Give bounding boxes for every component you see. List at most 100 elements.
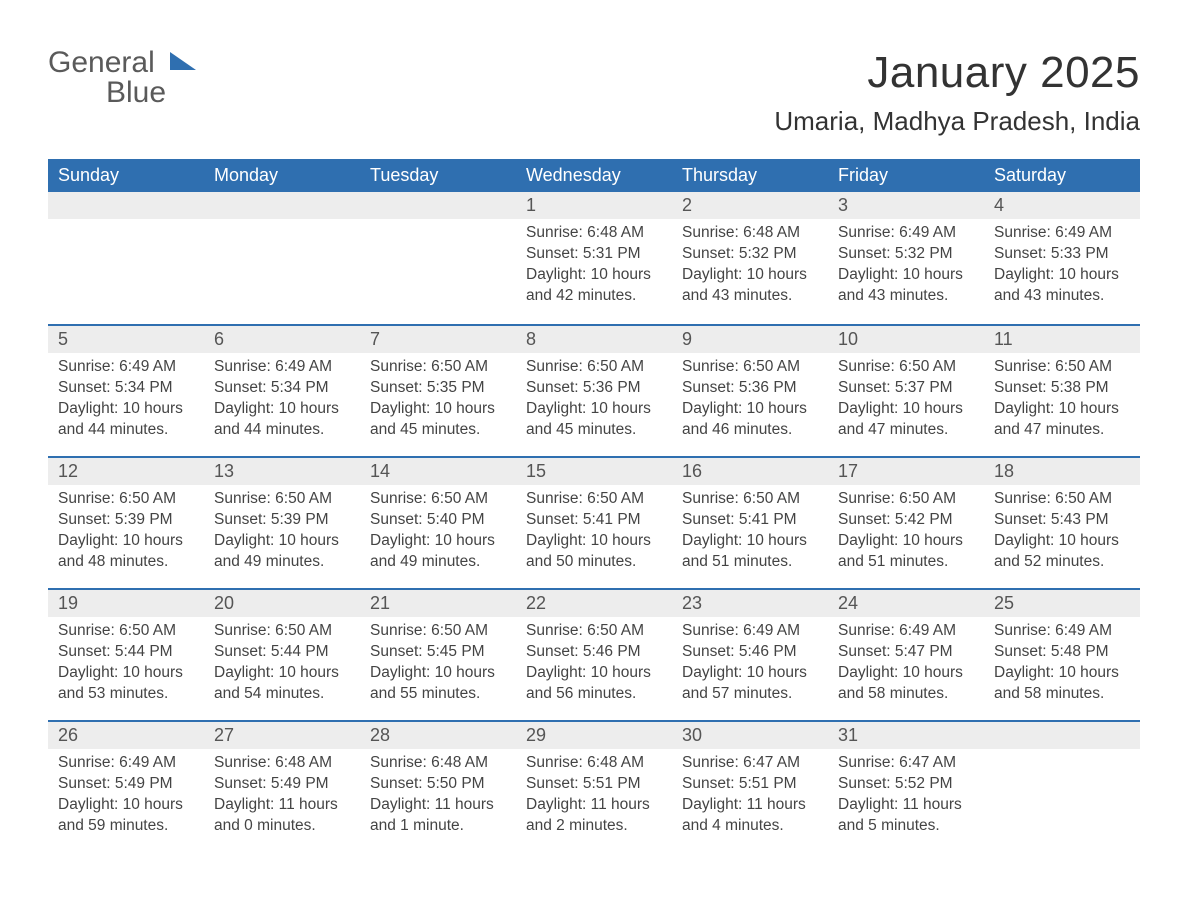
daylight-line: Daylight: 11 hours and 2 minutes. [526,795,662,837]
calendar-cell: 13Sunrise: 6:50 AMSunset: 5:39 PMDayligh… [204,456,360,588]
day-number: 11 [984,324,1140,353]
day-number: 4 [984,192,1140,219]
sunrise-line: Sunrise: 6:50 AM [214,489,350,510]
sunrise-line: Sunrise: 6:49 AM [994,223,1130,244]
calendar-cell [984,720,1140,852]
calendar-cell: 26Sunrise: 6:49 AMSunset: 5:49 PMDayligh… [48,720,204,852]
calendar-cell: 3Sunrise: 6:49 AMSunset: 5:32 PMDaylight… [828,192,984,324]
sunset-line: Sunset: 5:52 PM [838,774,974,795]
daylight-line: Daylight: 11 hours and 4 minutes. [682,795,818,837]
daylight-line: Daylight: 10 hours and 54 minutes. [214,663,350,705]
daylight-line: Daylight: 10 hours and 43 minutes. [682,265,818,307]
day-number: 1 [516,192,672,219]
sunset-line: Sunset: 5:40 PM [370,510,506,531]
calendar-cell: 19Sunrise: 6:50 AMSunset: 5:44 PMDayligh… [48,588,204,720]
sunrise-line: Sunrise: 6:50 AM [526,357,662,378]
day-number: 27 [204,720,360,749]
weekday-header-row: SundayMondayTuesdayWednesdayThursdayFrid… [48,159,1140,192]
day-number: 14 [360,456,516,485]
sunrise-line: Sunrise: 6:48 AM [682,223,818,244]
daynum-bar-empty [360,192,516,219]
day-number: 6 [204,324,360,353]
calendar-cell [204,192,360,324]
sunset-line: Sunset: 5:36 PM [682,378,818,399]
weekday-header: Wednesday [516,159,672,192]
weekday-header: Thursday [672,159,828,192]
sunset-line: Sunset: 5:42 PM [838,510,974,531]
day-details: Sunrise: 6:49 AMSunset: 5:47 PMDaylight:… [828,617,984,715]
sunrise-line: Sunrise: 6:50 AM [214,621,350,642]
sunset-line: Sunset: 5:32 PM [682,244,818,265]
day-details: Sunrise: 6:50 AMSunset: 5:44 PMDaylight:… [48,617,204,715]
calendar-cell: 29Sunrise: 6:48 AMSunset: 5:51 PMDayligh… [516,720,672,852]
calendar-cell: 30Sunrise: 6:47 AMSunset: 5:51 PMDayligh… [672,720,828,852]
sunset-line: Sunset: 5:48 PM [994,642,1130,663]
calendar-table: SundayMondayTuesdayWednesdayThursdayFrid… [48,159,1140,852]
sunrise-line: Sunrise: 6:49 AM [58,753,194,774]
sunrise-line: Sunrise: 6:50 AM [682,489,818,510]
day-number: 20 [204,588,360,617]
day-details: Sunrise: 6:50 AMSunset: 5:36 PMDaylight:… [516,353,672,451]
sunrise-line: Sunrise: 6:50 AM [994,489,1130,510]
brand-blue: Blue [106,76,166,109]
day-details: Sunrise: 6:50 AMSunset: 5:41 PMDaylight:… [516,485,672,583]
day-number: 26 [48,720,204,749]
day-details: Sunrise: 6:49 AMSunset: 5:34 PMDaylight:… [48,353,204,451]
day-details: Sunrise: 6:50 AMSunset: 5:36 PMDaylight:… [672,353,828,451]
weekday-header: Tuesday [360,159,516,192]
calendar-row: 26 Sunrise: 6:49 AMSunset: 5:49 PM Dayligh… [48,720,1140,852]
day-number: 30 [672,720,828,749]
day-number: 17 [828,456,984,485]
daylight-line: Daylight: 10 hours and 46 minutes. [682,399,818,441]
sunset-line: Sunset: 5:37 PM [838,378,974,399]
sunrise-line: Sunrise: 6:50 AM [682,357,818,378]
sunrise-line: Sunrise: 6:47 AM [838,753,974,774]
daylight-line: Daylight: 10 hours and 55 minutes. [370,663,506,705]
daylight-line: Daylight: 10 hours and 49 minutes. [214,531,350,573]
daylight-line: Daylight: 10 hours and 44 minutes. [58,399,194,441]
calendar-cell: 5Sunrise: 6:49 AMSunset: 5:34 PMDaylight… [48,324,204,456]
day-details: Sunrise: 6:50 AMSunset: 5:45 PMDaylight:… [360,617,516,715]
sunset-line: Sunset: 5:36 PM [526,378,662,399]
sunrise-line: Sunrise: 6:50 AM [994,357,1130,378]
day-details: Sunrise: 6:48 AMSunset: 5:49 PMDaylight:… [204,749,360,847]
day-details: Sunrise: 6:49 AMSunset: 5:46 PMDaylight:… [672,617,828,715]
header: General Blue January 2025 Umaria, Madhya… [48,48,1140,153]
daylight-line: Daylight: 10 hours and 49 minutes. [370,531,506,573]
day-details: Sunrise: 6:50 AMSunset: 5:39 PMDaylight:… [204,485,360,583]
daylight-line: Daylight: 10 hours and 44 minutes. [214,399,350,441]
calendar-row: 12Sunrise: 6:50 AMSunset: 5:39 PMDayligh… [48,456,1140,588]
day-details: Sunrise: 6:50 AMSunset: 5:41 PMDaylight:… [672,485,828,583]
calendar-cell: 28Sunrise: 6:48 AMSunset: 5:50 PMDayligh… [360,720,516,852]
calendar-cell: 27Sunrise: 6:48 AMSunset: 5:49 PMDayligh… [204,720,360,852]
calendar-cell: 18Sunrise: 6:50 AMSunset: 5:43 PMDayligh… [984,456,1140,588]
calendar-cell: 20Sunrise: 6:50 AMSunset: 5:44 PMDayligh… [204,588,360,720]
sunset-line: Sunset: 5:41 PM [526,510,662,531]
calendar-cell: 15Sunrise: 6:50 AMSunset: 5:41 PMDayligh… [516,456,672,588]
calendar-row: 5Sunrise: 6:49 AMSunset: 5:34 PMDaylight… [48,324,1140,456]
day-details: Sunrise: 6:47 AMSunset: 5:52 PMDaylight:… [828,749,984,847]
sunset-line: Sunset: 5:51 PM [526,774,662,795]
sunset-line: Sunset: 5:39 PM [58,510,194,531]
day-number: 23 [672,588,828,617]
sunrise-line: Sunrise: 6:49 AM [682,621,818,642]
sunrise-line: Sunrise: 6:50 AM [526,621,662,642]
daylight-line: Daylight: 11 hours and 1 minute. [370,795,506,837]
day-number: 10 [828,324,984,353]
day-number: 15 [516,456,672,485]
sunrise-line: Sunrise: 6:48 AM [526,753,662,774]
daynum-bar-empty [204,192,360,219]
calendar-cell: 17Sunrise: 6:50 AMSunset: 5:42 PMDayligh… [828,456,984,588]
location: Umaria, Madhya Pradesh, India [774,106,1140,137]
brand-logo: General Blue [48,48,196,108]
sunset-line: Sunset: 5:49 PM [58,774,194,795]
day-number: 5 [48,324,204,353]
sunrise-line: Sunrise: 6:50 AM [58,489,194,510]
day-details: Sunrise: 6:48 AMSunset: 5:50 PMDaylight:… [360,749,516,847]
daynum-bar-empty [984,720,1140,749]
calendar-row: 1Sunrise: 6:48 AMSunset: 5:31 PMDaylight… [48,192,1140,324]
sunset-line: Sunset: 5:46 PM [682,642,818,663]
calendar-cell: 25Sunrise: 6:49 AMSunset: 5:48 PMDayligh… [984,588,1140,720]
daylight-line: Daylight: 10 hours and 43 minutes. [838,265,974,307]
sunset-line: Sunset: 5:51 PM [682,774,818,795]
